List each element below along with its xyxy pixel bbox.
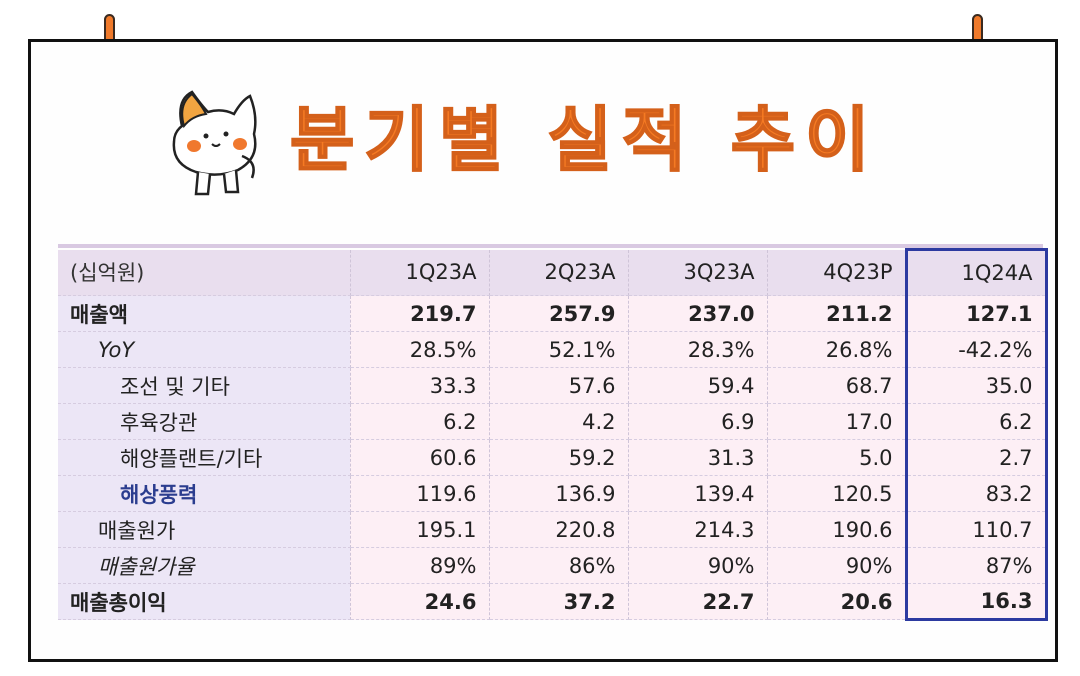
cell: 190.6 [767, 511, 907, 548]
cell: 4.2 [489, 403, 629, 440]
cell: 26.8% [767, 331, 907, 368]
cell: 60.6 [350, 439, 490, 476]
cell: 5.0 [767, 439, 907, 476]
cell: 2.7 [904, 439, 1048, 476]
performance-table: (십억원) 1Q23A 2Q23A 3Q23A 4Q23P 1Q24A 매출액 … [58, 248, 1048, 621]
table-row: 매출원가 195.1 220.8 214.3 190.6 110.7 [58, 511, 1048, 548]
cell: 110.7 [904, 511, 1048, 548]
cell: 90% [767, 547, 907, 584]
cell: 20.6 [767, 583, 907, 620]
cell: 59.4 [628, 367, 768, 404]
cell: 237.0 [628, 295, 768, 332]
cell: 35.0 [904, 367, 1048, 404]
row-label: 조선 및 기타 [58, 367, 351, 404]
cell: 83.2 [904, 475, 1048, 512]
column-header-highlighted: 1Q24A [904, 248, 1048, 296]
table-row: 매출액 219.7 257.9 237.0 211.2 127.1 [58, 295, 1048, 332]
cell: 90% [628, 547, 768, 584]
cell: 57.6 [489, 367, 629, 404]
cell: 16.3 [904, 583, 1048, 621]
column-header: 2Q23A [489, 249, 629, 296]
table-row: 매출원가율 89% 86% 90% 90% 87% [58, 547, 1048, 584]
cell: 68.7 [767, 367, 907, 404]
cell: 59.2 [489, 439, 629, 476]
column-header: 1Q23A [350, 249, 490, 296]
cell: 17.0 [767, 403, 907, 440]
row-label: 매출총이익 [58, 583, 351, 620]
cell: 136.9 [489, 475, 629, 512]
table-row: 해상풍력 119.6 136.9 139.4 120.5 83.2 [58, 475, 1048, 512]
column-header: 4Q23P [767, 249, 907, 296]
cell: 86% [489, 547, 629, 584]
cell: 33.3 [350, 367, 490, 404]
cell: 28.3% [628, 331, 768, 368]
table-row: YoY 28.5% 52.1% 28.3% 26.8% -42.2% [58, 331, 1048, 368]
cell: 195.1 [350, 511, 490, 548]
cell: 119.6 [350, 475, 490, 512]
cell: 257.9 [489, 295, 629, 332]
cell: -42.2% [904, 331, 1048, 368]
cell: 52.1% [489, 331, 629, 368]
unit-label: (십억원) [58, 249, 351, 296]
cell: 6.9 [628, 403, 768, 440]
table-row: 매출총이익 24.6 37.2 22.7 20.6 16.3 [58, 583, 1048, 621]
page-title: 분기별 실적 추이 [289, 98, 880, 182]
cell: 220.8 [489, 511, 629, 548]
cell: 24.6 [350, 583, 490, 620]
table-row: 후육강관 6.2 4.2 6.9 17.0 6.2 [58, 403, 1048, 440]
cell: 139.4 [628, 475, 768, 512]
row-label-highlighted: 해상풍력 [58, 475, 351, 512]
cell: 28.5% [350, 331, 490, 368]
row-label: 후육강관 [58, 403, 351, 440]
table-row: 조선 및 기타 33.3 57.6 59.4 68.7 35.0 [58, 367, 1048, 404]
cell: 6.2 [904, 403, 1048, 440]
row-label: 해양플랜트/기타 [58, 439, 351, 476]
cell: 211.2 [767, 295, 907, 332]
column-header: 3Q23A [628, 249, 768, 296]
table-row: 해양플랜트/기타 60.6 59.2 31.3 5.0 2.7 [58, 439, 1048, 476]
cell: 87% [904, 547, 1048, 584]
row-label: 매출원가율 [58, 547, 351, 584]
cell: 120.5 [767, 475, 907, 512]
cell: 31.3 [628, 439, 768, 476]
cell: 6.2 [350, 403, 490, 440]
row-label: 매출원가 [58, 511, 351, 548]
cell: 37.2 [489, 583, 629, 620]
cell: 22.7 [628, 583, 768, 620]
cell: 127.1 [904, 295, 1048, 332]
row-label: YoY [58, 331, 351, 368]
table-header-row: (십억원) 1Q23A 2Q23A 3Q23A 4Q23P 1Q24A [58, 248, 1048, 296]
cat-mascot-icon [172, 90, 257, 196]
cell: 214.3 [628, 511, 768, 548]
cell: 89% [350, 547, 490, 584]
table-top-bar [58, 244, 1043, 248]
cell: 219.7 [350, 295, 490, 332]
row-label: 매출액 [58, 295, 351, 332]
